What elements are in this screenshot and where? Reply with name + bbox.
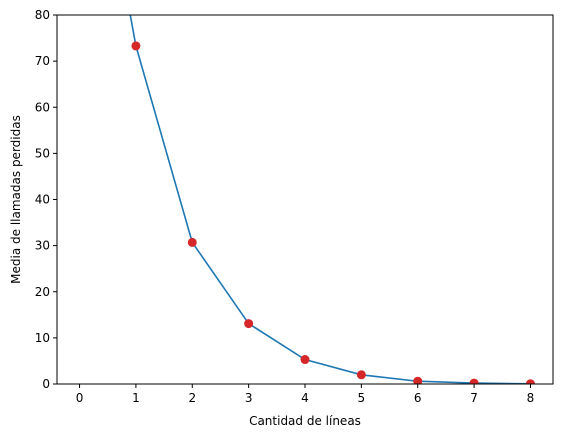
x-tick-label: 1 (132, 391, 140, 405)
y-tick-label: 30 (35, 239, 50, 253)
y-tick-label: 60 (35, 100, 50, 114)
data-point (525, 379, 535, 384)
data-point (469, 378, 479, 384)
x-tick-label: 2 (188, 391, 196, 405)
x-tick-label: 7 (470, 391, 478, 405)
data-point (413, 376, 423, 384)
x-axis: 0 1 2 3 4 5 6 7 8 (76, 384, 535, 405)
x-tick-label: 4 (301, 391, 309, 405)
y-tick-label: 0 (42, 377, 50, 391)
x-tick-label: 5 (358, 391, 366, 405)
data-point (131, 41, 141, 51)
y-tick-label: 10 (35, 331, 50, 345)
data-point (300, 355, 310, 365)
y-axis-label: Media de llamadas perdidas (9, 115, 23, 284)
y-axis: 0 10 20 30 40 50 60 70 80 (35, 8, 57, 391)
data-point (244, 319, 254, 329)
y-tick-label: 50 (35, 146, 50, 160)
y-tick-label: 40 (35, 193, 50, 207)
x-tick-label: 6 (414, 391, 422, 405)
y-tick-label: 20 (35, 285, 50, 299)
x-tick-label: 8 (527, 391, 535, 405)
data-point (356, 370, 366, 380)
series-line (129, 15, 531, 384)
series-layer (129, 15, 535, 384)
x-tick-label: 0 (76, 391, 84, 405)
plot-frame (56, 14, 554, 385)
x-tick-label: 3 (245, 391, 253, 405)
x-axis-label: Cantidad de líneas (249, 414, 361, 428)
data-point (187, 237, 197, 247)
y-tick-label: 80 (35, 8, 50, 22)
y-tick-label: 70 (35, 54, 50, 68)
